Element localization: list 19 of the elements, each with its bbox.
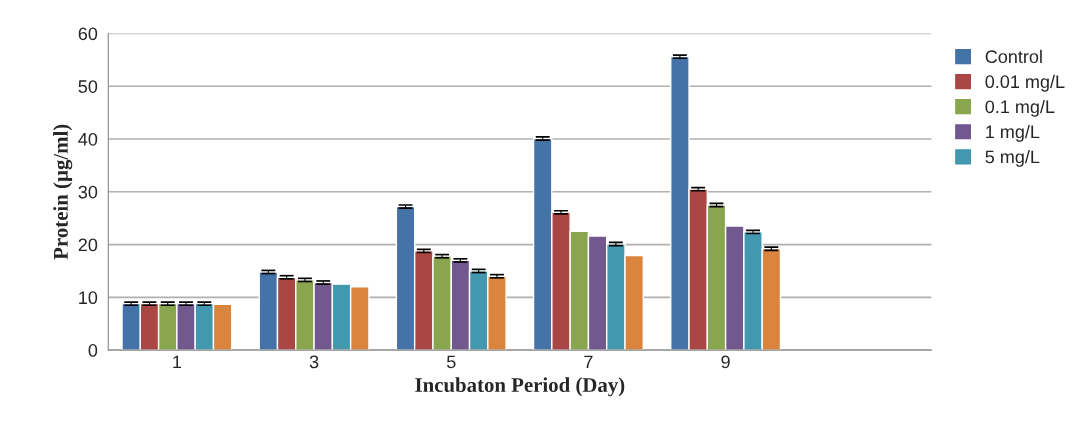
x-tick-label: 7 [584, 355, 593, 369]
x-tick-label: 9 [721, 355, 730, 369]
y-axis-title: Protein (µg/ml) [53, 124, 73, 260]
legend-label: 0.1 mg/L [985, 99, 1055, 117]
x-tick-label: 5 [446, 355, 456, 369]
legend-label: 0.01 mg/L [985, 74, 1065, 92]
y-tick-label: 60 [78, 27, 98, 41]
y-tick-label: 20 [78, 238, 98, 252]
x-tick-label: 3 [309, 355, 319, 369]
legend-label: 1 mg/L [986, 124, 1040, 142]
y-tick-label: 50 [78, 80, 98, 93]
x-axis-title: Incubaton Period (Day) [415, 377, 625, 397]
legend-label: 5 mg/L [985, 150, 1040, 167]
y-tick-label: 40 [78, 132, 98, 146]
x-tick-label: 1 [173, 355, 182, 369]
y-tick-label: 30 [78, 185, 98, 199]
y-tick-label: 10 [79, 291, 98, 305]
legend-label: Control [985, 49, 1042, 64]
y-tick-label: 0 [88, 344, 98, 357]
